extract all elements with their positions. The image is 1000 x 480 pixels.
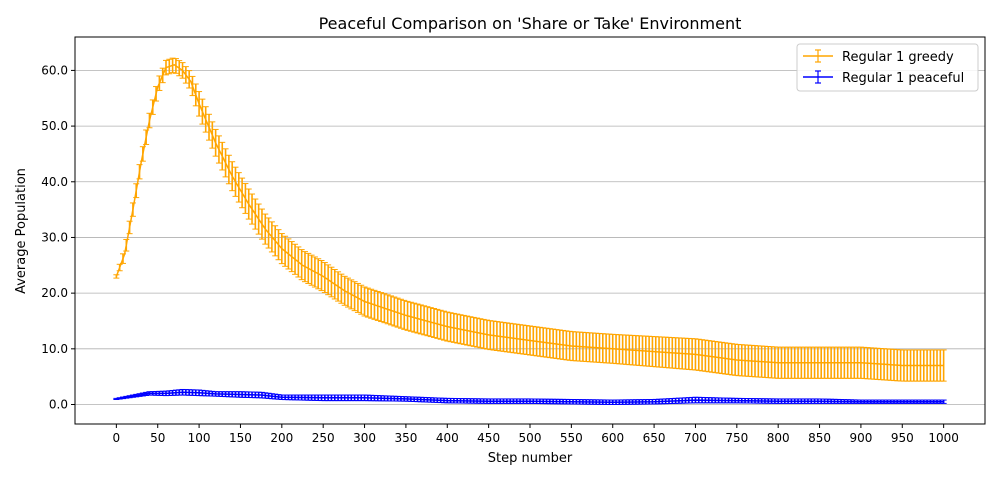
- x-tick-label-17: 850: [808, 431, 831, 445]
- x-tick-label-15: 750: [725, 431, 748, 445]
- x-tick-label-14: 700: [684, 431, 707, 445]
- legend-label-greedy: Regular 1 greedy: [842, 50, 954, 65]
- series-1-line: [116, 391, 944, 404]
- y-axis-ticks: 0.0 10.0 20.0 30.0 40.0 50.0 60.0: [41, 63, 75, 412]
- x-tick-label-11: 550: [560, 431, 583, 445]
- legend-entry-greedy: Regular 1 greedy: [803, 49, 954, 65]
- legend-box: [796, 43, 979, 92]
- x-axis-title: Step number: [488, 451, 573, 466]
- x-tick-label-20: 1000: [928, 431, 959, 445]
- y-axis-title: Average Population: [14, 168, 29, 294]
- series-1-error-bars: [113, 388, 947, 406]
- y-tick-label-6: 60.0: [41, 63, 68, 77]
- x-tick-label-13: 650: [643, 431, 666, 445]
- x-tick-label-3: 150: [229, 431, 252, 445]
- x-tick-label-0: 0: [113, 431, 121, 445]
- legend-entry-peaceful: Regular 1 peaceful: [803, 70, 964, 86]
- x-tick-label-19: 950: [891, 431, 914, 445]
- x-tick-label-2: 100: [188, 431, 211, 445]
- series-0-line: [115, 63, 944, 367]
- x-tick-label-10: 500: [519, 431, 542, 445]
- x-tick-label-16: 800: [767, 431, 790, 445]
- chart-title: Peaceful Comparison on 'Share or Take' E…: [319, 14, 742, 33]
- x-tick-label-1: 50: [150, 431, 165, 445]
- legend-label-peaceful: Regular 1 peaceful: [842, 71, 964, 86]
- x-tick-label-12: 600: [601, 431, 624, 445]
- series-1: [113, 388, 947, 406]
- y-tick-label-5: 50.0: [41, 119, 68, 133]
- x-tick-label-7: 350: [394, 431, 417, 445]
- y-tick-label-0: 0.0: [49, 398, 68, 412]
- y-tick-label-2: 20.0: [41, 286, 68, 300]
- y-tick-label-1: 10.0: [41, 342, 68, 356]
- x-tick-label-4: 200: [270, 431, 293, 445]
- x-tick-label-18: 900: [849, 431, 872, 445]
- x-tick-label-5: 250: [312, 431, 335, 445]
- x-tick-label-6: 300: [353, 431, 376, 445]
- series-0: [113, 57, 947, 382]
- legend: Regular 1 greedy Regular 1 peaceful: [796, 43, 979, 92]
- x-axis-ticks: 0 50 100 150 200 250 300 350 400 450 500 550 600 650 7…: [113, 424, 959, 445]
- series-layer: [113, 57, 947, 406]
- x-tick-label-9: 450: [477, 431, 500, 445]
- y-tick-label-4: 40.0: [41, 175, 68, 189]
- y-tick-label-3: 30.0: [41, 230, 68, 244]
- x-tick-label-8: 400: [436, 431, 459, 445]
